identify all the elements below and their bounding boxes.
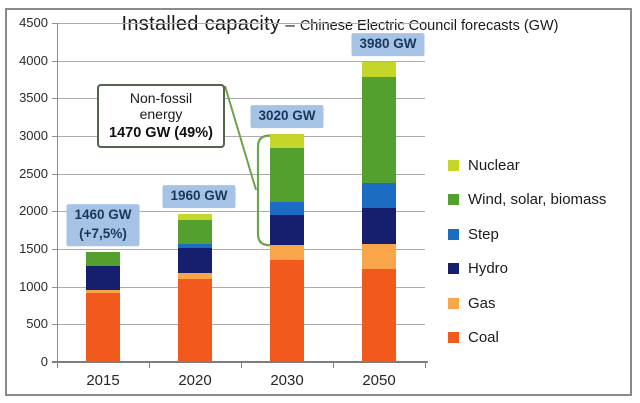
bar-2015-segment-hydro xyxy=(86,265,120,291)
legend-swatch-wind-solar-biomass xyxy=(448,194,459,206)
title-dash: – xyxy=(285,15,295,34)
bar-value-label-line: 3980 GW xyxy=(359,36,417,52)
bar-2030-segment-gas xyxy=(270,245,304,261)
y-tick-label: 0 xyxy=(40,354,48,369)
bar-2030-segment-wind-solar-biomass xyxy=(270,148,304,203)
legend-label-hydro: Hydro xyxy=(468,260,509,278)
bar-2020-segment-wind-solar-biomass xyxy=(178,220,212,245)
bar-2030-segment-nuclear xyxy=(270,134,304,149)
y-tick-label: 500 xyxy=(26,316,48,332)
y-gridline-500 xyxy=(57,324,425,326)
bar-2030-segment-hydro xyxy=(270,215,304,246)
bar-2030-segment-step xyxy=(270,202,304,216)
y-axis-tick xyxy=(52,324,57,326)
legend-label-gas: Gas xyxy=(468,294,496,312)
legend-swatch-hydro xyxy=(448,263,459,275)
legend-item-step: Step xyxy=(448,217,606,252)
y-gridline-4000 xyxy=(57,60,425,62)
bar-2050-segment-coal xyxy=(362,268,396,362)
legend-item-nuclear: Nuclear xyxy=(448,148,606,183)
bar-value-label-2050: 3980 GW xyxy=(351,33,425,57)
legend-item-wind-solar-biomass: Wind, solar, biomass xyxy=(448,183,606,218)
y-tick-label: 2000 xyxy=(19,203,48,219)
bar-value-label-line: (+7,5%) xyxy=(79,226,127,242)
y-axis-tick xyxy=(52,60,57,62)
y-axis-tick xyxy=(52,173,57,175)
y-axis-tick xyxy=(52,286,57,288)
bar-2050-segment-gas xyxy=(362,243,396,269)
callout-text-line: energy xyxy=(139,106,183,123)
title-subtitle: Chinese Electric Council forecasts (GW) xyxy=(299,18,559,34)
x-axis-tick xyxy=(149,363,150,368)
x-tick-label-2020: 2020 xyxy=(178,372,212,389)
y-axis-line xyxy=(57,23,58,362)
x-axis-tick xyxy=(425,363,426,368)
x-axis-tick xyxy=(241,363,242,368)
y-axis-tick xyxy=(52,23,57,24)
legend-item-coal: Coal xyxy=(448,321,606,356)
y-gridline-1500 xyxy=(57,249,425,250)
x-tick-label-2030: 2030 xyxy=(270,372,304,389)
bar-2020-segment-hydro xyxy=(178,248,212,274)
bar-value-label-2030: 3020 GW xyxy=(250,105,324,129)
chart-title: Installed capacity – Chinese Electric Coun… xyxy=(57,13,623,36)
bar-value-label-2020: 1960 GW xyxy=(162,185,236,209)
legend-swatch-nuclear xyxy=(448,159,459,171)
y-gridline-1000 xyxy=(57,286,425,288)
legend-label-coal: Coal xyxy=(468,329,499,347)
y-tick-label: 4500 xyxy=(19,15,48,30)
x-axis-tick xyxy=(333,363,334,368)
legend-swatch-coal xyxy=(448,332,459,344)
bar-2015-segment-wind-solar-biomass xyxy=(86,252,120,266)
bar-2020-segment-coal xyxy=(178,279,212,362)
y-tick-label: 3000 xyxy=(19,128,48,143)
y-tick-label: 1500 xyxy=(19,241,48,256)
y-tick-label: 3500 xyxy=(19,90,48,106)
legend-swatch-gas xyxy=(448,297,459,309)
non-fossil-callout: Non-fossil energy 1470 GW (49%) xyxy=(97,84,225,149)
y-axis-tick xyxy=(52,136,57,137)
y-gridline-4500 xyxy=(57,23,425,24)
bar-value-label-line: 3020 GW xyxy=(258,108,316,124)
legend-label-nuclear: Nuclear xyxy=(468,156,520,174)
title-main: Installed capacity xyxy=(121,13,281,35)
legend-label-wind-solar-biomass: Wind, solar, biomass xyxy=(468,191,607,209)
bar-2050-segment-wind-solar-biomass xyxy=(362,77,396,183)
bar-2020-segment-step xyxy=(178,244,212,249)
bar-2020-segment-gas xyxy=(178,273,212,280)
bar-value-label-2015: 1460 GW (+7,5%) xyxy=(66,204,140,246)
bar-2030-segment-coal xyxy=(270,260,304,362)
x-tick-label-2050: 2050 xyxy=(362,372,396,389)
bar-2020-segment-nuclear xyxy=(178,214,212,221)
y-axis-tick xyxy=(52,249,57,250)
x-axis-line xyxy=(52,361,428,363)
callout-text-line: Non-fossil xyxy=(129,90,193,106)
y-gridline-2000 xyxy=(57,211,425,213)
bar-2050-segment-step xyxy=(362,182,396,208)
bar-2015-segment-gas xyxy=(86,290,120,294)
bar-value-label-line: 1460 GW xyxy=(74,207,132,223)
y-tick-label: 4000 xyxy=(19,52,48,68)
legend-label-step: Step xyxy=(468,225,499,243)
legend-swatch-step xyxy=(448,228,459,240)
legend: Nuclear Wind, solar, biomass Step Hydro Gas C… xyxy=(448,148,606,355)
bar-value-label-line: 1960 GW xyxy=(170,188,228,204)
y-tick-label: 2500 xyxy=(19,165,48,181)
x-axis-tick xyxy=(57,363,58,368)
bar-2015-segment-coal xyxy=(86,293,120,362)
y-axis-tick xyxy=(52,211,57,213)
legend-item-gas: Gas xyxy=(448,286,606,321)
bar-2050-segment-nuclear xyxy=(362,62,396,78)
legend-item-hydro: Hydro xyxy=(448,252,606,287)
y-tick-label: 1000 xyxy=(19,278,48,294)
y-axis-tick xyxy=(52,98,57,100)
bar-2050-segment-hydro xyxy=(362,207,396,244)
callout-value: 1470 GW (49%) xyxy=(109,125,213,142)
x-tick-label-2015: 2015 xyxy=(86,372,120,389)
